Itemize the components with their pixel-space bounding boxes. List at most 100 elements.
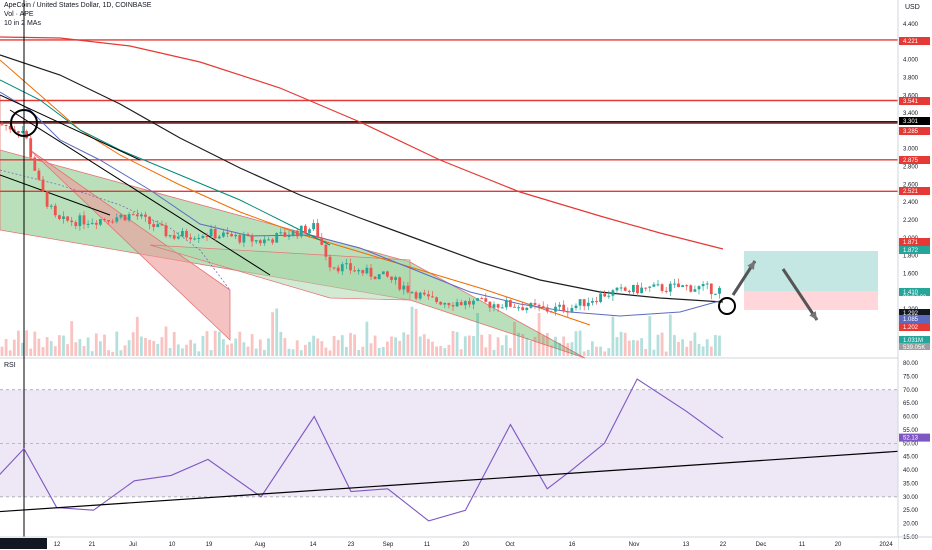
time-tick: 16 [569,542,576,548]
price-tick: 3.000 [903,147,919,153]
price-tag-label: 1.872 [903,248,919,254]
volume-bar [62,335,65,356]
volume-bar [591,341,594,356]
volume-bar [386,341,389,356]
candle-body [328,256,332,268]
candle-body [295,230,299,237]
candle-body [304,225,307,234]
candle-body [123,214,127,221]
candle-body [263,239,266,244]
volume-bar [328,350,332,356]
volume-bar [119,350,123,356]
volume-bar [267,338,270,356]
candle-body [94,222,98,225]
volume-bar [94,333,98,356]
candle-body [623,287,627,291]
candle-body [718,287,721,294]
candle-body [135,214,139,217]
volume-bar [550,345,553,356]
volume-bar [447,344,451,356]
inner-channel-fill [149,244,411,301]
volume-bar [74,342,78,356]
volume-bar [652,349,656,356]
price-tag-label: 3.285 [903,129,919,135]
candle-body [37,170,41,180]
volume-bar [459,349,463,356]
volume-bar [238,331,242,356]
volume-bar [365,321,369,356]
volume-bar [111,351,115,356]
volume-bar [435,346,438,356]
candle-body [660,284,664,291]
volume-bar [103,334,106,356]
volume-bar [25,330,28,356]
volume-bar [213,330,217,356]
volume-bar [37,338,41,356]
currency-label: USD [905,4,920,11]
candle-body [652,284,656,287]
volume-bar [705,339,709,356]
candle-body [349,263,352,271]
volume-bar [185,344,188,356]
candle-body [632,284,635,293]
volume-bar [697,343,701,356]
volume-bar [197,351,201,356]
candle-body [595,301,598,303]
volume-bar [0,346,4,356]
volume-bar [566,343,570,356]
volume-bar [320,341,324,356]
candle-body [603,293,607,297]
time-tick: 10 [169,542,176,548]
volume-tag-label: 1.031M [903,338,923,344]
crosshair-date-label: Sun 04 Jun '23 [3,542,44,548]
candle-body [386,271,389,277]
rsi-tag [899,433,930,442]
candle-body [390,276,393,280]
candle-body [500,307,504,309]
time-tick: 23 [348,542,355,548]
volume-bar [513,321,516,356]
rsi-tick: 80.00 [903,361,919,367]
volume-bar [509,348,512,356]
candle-body [127,214,131,221]
volume-bar [381,347,385,356]
rsi-tick: 75.00 [903,374,919,380]
candle-body [492,304,496,308]
trendline-c [0,174,111,216]
candle-body [53,205,57,216]
candle-body [340,264,344,272]
price-tag-label: 4.221 [903,39,919,45]
volume-bar [279,331,283,356]
price-tick: 3.400 [903,111,919,117]
candle-body [697,286,701,290]
candle-body [197,237,201,239]
volume-bar [205,331,209,356]
candle-body [521,307,525,311]
volume-bar [468,335,471,356]
volume-bar [45,337,49,356]
volume-bar [250,334,254,356]
volume-bar [677,341,680,356]
time-tick: 11 [799,542,806,548]
candle-body [336,267,340,272]
highlight-circle-now [718,297,736,315]
volume-bar [123,345,127,356]
volume-bar [525,337,529,356]
volume-bar [402,332,406,356]
candle-body [513,306,516,308]
price-tag-label: 1.292 [903,311,919,317]
rsi-tick: 25.00 [903,508,919,514]
volume-bar [640,338,643,356]
candle-body [656,284,660,286]
volume-bar [681,339,684,356]
volume-bar [484,347,488,356]
volume-bar [632,340,635,356]
target-profit-zone [744,251,878,291]
volume-bar [656,334,660,356]
volume-bar [570,342,574,356]
falling-wedge-fill [0,95,586,359]
candle-body [45,191,49,207]
rsi-tick: 45.00 [903,455,919,461]
candle-body [578,299,582,306]
